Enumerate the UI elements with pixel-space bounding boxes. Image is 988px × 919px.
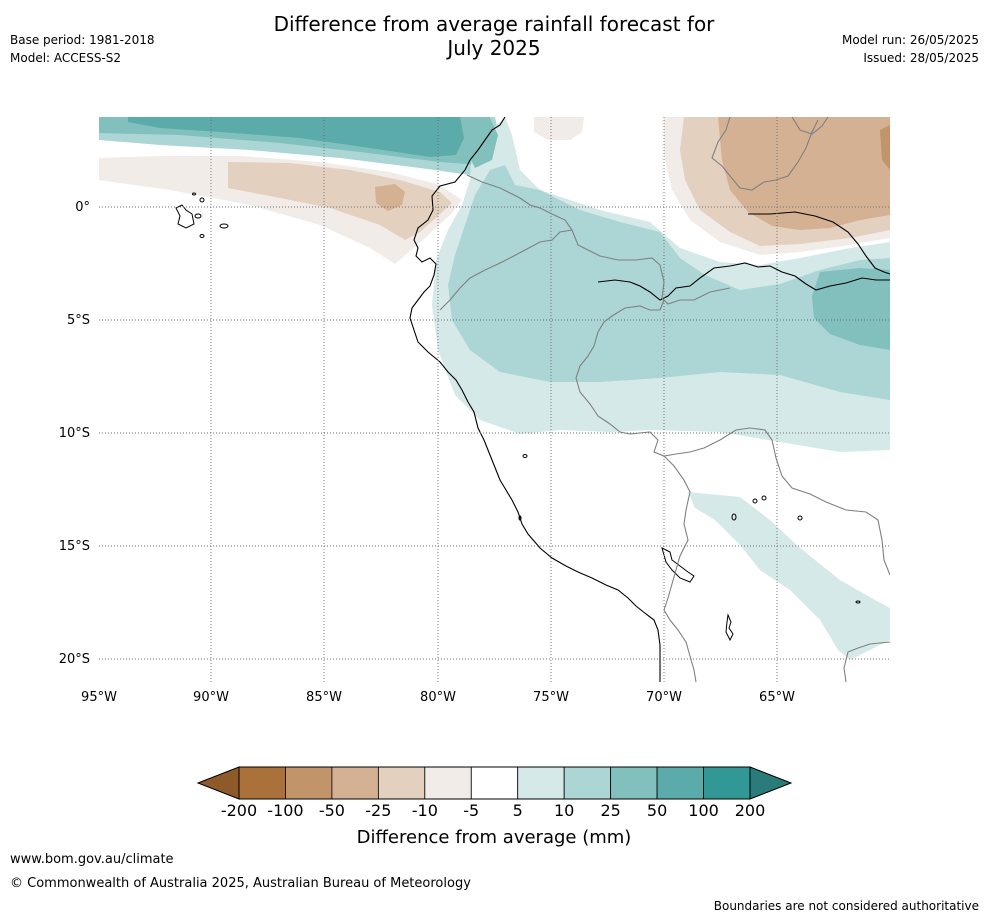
contour-minus5-top-center [534,117,584,140]
amazon-river-line [597,262,890,301]
colorbar-bin-9 [656,766,704,800]
colorbar-tick-label: -200 [221,801,257,820]
contour-5-10-bolivia [688,492,890,660]
colorbar-tick-label: 25 [600,801,620,820]
colorbar-tick-label: 5 [513,801,523,820]
graticule [99,117,890,682]
footer-url[interactable]: www.bom.gov.au/climate [10,852,174,867]
contour-25-50-east [812,268,890,350]
contour-minus10-minus25-pacific [228,162,452,240]
lon-label-75w: 75°W [533,690,569,705]
colorbar-tick-label: 100 [688,801,719,820]
issued-text: Issued: 28/05/2025 [863,51,979,65]
colorbar-bin-10 [703,766,751,800]
footer-disclaimer: Boundaries are not considered authoritat… [713,899,979,913]
colorbar-bin-1 [285,766,333,800]
colorbar-label: Difference from average (mm) [357,827,632,848]
left-metadata: Base period: 1981-2018 Model: ACCESS-S2 [10,31,155,67]
lon-label-85w: 85°W [306,690,342,705]
coastline-west-america [409,117,661,682]
model-run-text: Model run: 26/05/2025 [841,33,979,47]
colorbar: -200 -100 -50 -25 -10 -5 5 10 25 50 100 200 Differe… [196,766,793,848]
lat-label-0: 0° [75,200,90,215]
title-line-1: Difference from average rainfall forecas… [273,12,715,36]
lat-label-20s: 20°S [59,652,90,667]
model-text: Model: ACCESS-S2 [10,51,122,65]
colorbar-high-extend [749,766,793,800]
country-boundaries [439,117,890,682]
lat-label-15s: 15°S [59,539,90,554]
map-title: Difference from average rainfall forecas… [0,12,988,60]
colorbar-outline [238,766,751,800]
colorbar-bin-8 [610,766,658,800]
colorbar-bin-4 [424,766,472,800]
lon-label-70w: 70°W [646,690,682,705]
map-area [99,117,890,682]
lon-label-65w: 65°W [759,690,795,705]
contour-minus50-northeast [880,125,890,170]
contour-50-100-north-pacific [128,117,464,157]
colorbar-tick-label: 200 [735,801,766,820]
footer-copyright: © Commonwealth of Australia 2025, Austra… [10,876,471,891]
colorbar-tick-label: -25 [365,801,391,820]
base-period-text: Base period: 1981-2018 [10,33,155,47]
contour-minus25-minus50-pacific [375,184,405,211]
lat-label-5s: 5°S [67,313,90,328]
lon-label-95w: 95°W [81,690,117,705]
contour-minus25-northeast [718,117,890,230]
colorbar-tick-label: -5 [463,801,479,820]
colorbar-tick-label: -10 [412,801,438,820]
colorbar-bin-2 [331,766,379,800]
colorbar-tick-label: -50 [319,801,345,820]
colorbar-tick-label: 50 [647,801,667,820]
river-line-northeast [748,211,890,275]
lon-label-90w: 90°W [193,690,229,705]
title-line-2: July 2025 [447,36,541,60]
colorbar-tick-label: 10 [554,801,574,820]
lat-label-10s: 10°S [59,426,90,441]
colorbar-bin-7 [563,766,612,800]
colorbar-bin-5 [470,766,519,800]
galapagos-islands [175,192,229,238]
right-metadata: Model run: 26/05/2025 Issued: 28/05/2025 [842,31,979,67]
colorbar-tick-label: -100 [267,801,303,820]
colorbar-bins [238,766,751,800]
colorbar-bin-3 [377,766,426,800]
colorbar-bin-6 [517,766,565,800]
colorbar-low-extend [196,766,240,800]
colorbar-ticks: -200 -100 -50 -25 -10 -5 5 10 25 50 100 200 [221,801,765,820]
colorbar-bin-0 [238,766,286,800]
lon-label-80w: 80°W [420,690,456,705]
contour-10-25-main [448,165,890,400]
lakes [518,454,861,642]
